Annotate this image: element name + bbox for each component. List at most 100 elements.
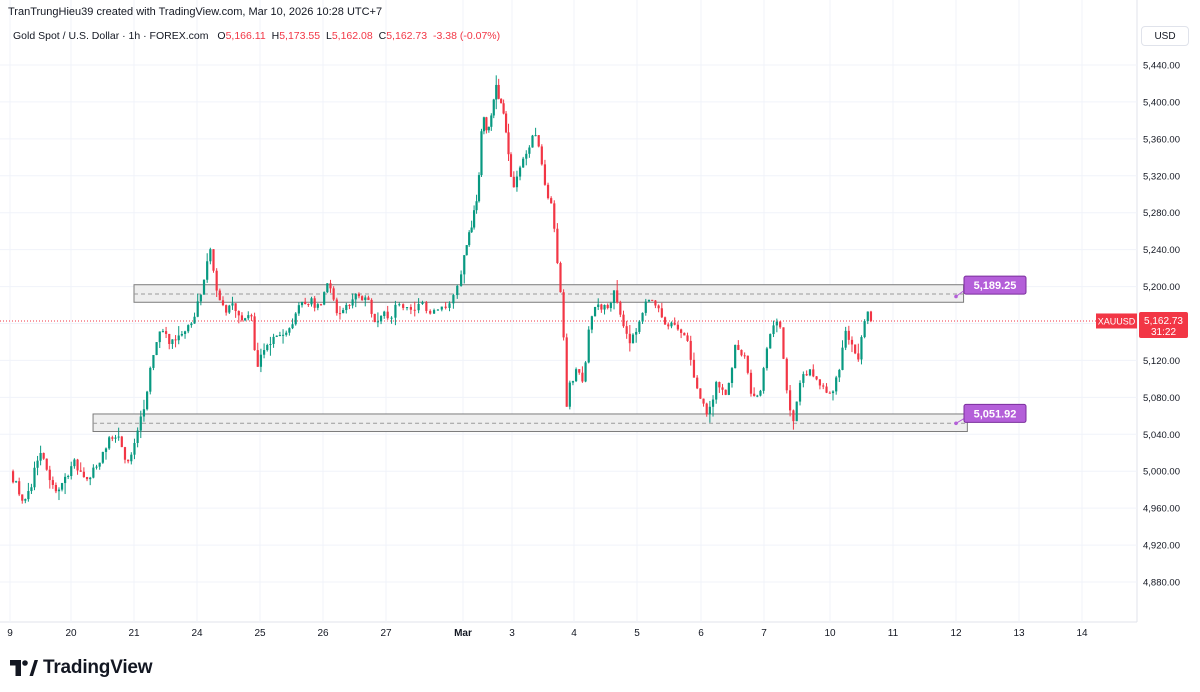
candle-body — [844, 330, 847, 348]
candle-body — [307, 304, 310, 306]
candle-body — [405, 307, 409, 309]
candle-body — [463, 255, 466, 275]
candle-body — [364, 297, 367, 300]
candle-body — [11, 471, 15, 483]
candle-body — [196, 301, 199, 317]
time-axis[interactable]: 9 20 21 24 25 26 27 Mar 3 4 5 6 7 10 11 12 13 14 — [7, 628, 1088, 639]
candle-body — [619, 302, 622, 315]
candle-body — [234, 303, 237, 312]
candle-body — [546, 184, 550, 199]
currency-button[interactable]: USD — [1141, 26, 1189, 46]
candle-body — [101, 451, 104, 463]
symbol-legend: Gold Spot / U.S. Dollar · 1h · FOREX.com… — [13, 30, 500, 42]
candle-body — [297, 305, 300, 314]
candle-body — [183, 331, 187, 334]
candle-body — [543, 164, 547, 185]
high-label: H — [271, 30, 280, 42]
candle-body — [562, 292, 565, 338]
candle-body — [631, 334, 635, 344]
candle-body — [525, 153, 528, 159]
candle-body — [850, 339, 854, 345]
candle-body — [772, 325, 775, 335]
candle-body — [394, 304, 397, 318]
candle-body — [818, 379, 822, 386]
low-value: 5,162.08 — [331, 30, 373, 42]
callout-box — [963, 275, 1027, 295]
candle-body — [158, 331, 161, 343]
candle-body — [841, 347, 844, 370]
candle-body — [568, 382, 571, 407]
candle-body — [351, 299, 354, 306]
candle-body — [581, 372, 584, 382]
candle-body — [528, 147, 531, 154]
candle-body — [266, 345, 269, 351]
candle-body — [802, 374, 805, 383]
candle-body — [48, 469, 51, 481]
candle-body — [805, 374, 808, 376]
candle-body — [835, 377, 838, 392]
candle-body — [531, 135, 534, 148]
candle-body — [45, 458, 48, 470]
candle-body — [571, 381, 575, 383]
candle-body — [130, 454, 133, 462]
candle-body — [215, 270, 218, 291]
candle-body — [702, 398, 705, 404]
candle-body — [348, 304, 351, 306]
candle-body — [187, 325, 190, 332]
candle-body — [495, 84, 498, 100]
candle-body — [168, 333, 171, 344]
candle-body — [676, 324, 679, 330]
candle-body — [177, 335, 180, 341]
price-tick-label: 5,000.00 — [1143, 467, 1180, 478]
candle-body — [436, 309, 440, 311]
candle-body — [456, 285, 459, 296]
candle-body — [625, 326, 628, 334]
candle-body — [275, 335, 278, 337]
grid — [0, 0, 1137, 622]
candle-body — [379, 316, 383, 322]
candle-body — [492, 99, 495, 116]
price-tick-label: 5,320.00 — [1143, 171, 1180, 182]
candle-body — [335, 299, 338, 314]
candle-body — [550, 198, 553, 204]
candle-body — [838, 369, 841, 378]
candle-body — [522, 158, 525, 168]
candle-body — [792, 410, 795, 422]
candle-body — [578, 369, 581, 373]
candle-body — [237, 311, 240, 316]
candle-body — [808, 369, 812, 376]
price-tick-label: 5,240.00 — [1143, 245, 1180, 256]
candle-body — [89, 477, 92, 480]
candle-body — [92, 467, 95, 478]
candle-body — [285, 332, 288, 335]
candle-body — [259, 354, 263, 367]
candle-body — [413, 309, 416, 311]
candle-body — [221, 300, 225, 306]
candle-body — [477, 175, 481, 202]
candle-body — [654, 300, 657, 306]
candle-body — [79, 470, 82, 472]
candle-body — [114, 437, 117, 439]
candle-body — [357, 293, 361, 297]
candle-body — [689, 340, 692, 360]
candle-body — [452, 295, 455, 304]
candle-body — [421, 302, 424, 304]
time-tick-label: 7 — [761, 628, 767, 639]
symbol-tag — [1096, 313, 1137, 329]
candle-body — [857, 353, 860, 360]
tradingview-logo[interactable]: TradingView — [10, 655, 153, 681]
candle-body — [218, 290, 221, 301]
candle-body — [651, 299, 654, 301]
candle-body — [33, 467, 36, 488]
candle-body — [326, 283, 329, 293]
candle-body — [199, 294, 202, 302]
candle-body — [622, 314, 625, 327]
candle-body — [120, 436, 123, 448]
candle-body — [206, 261, 209, 280]
candle-body — [417, 303, 420, 311]
candle-body — [171, 339, 174, 344]
time-tick-label: 25 — [254, 628, 266, 639]
candle-body — [152, 355, 155, 368]
candle-body — [190, 323, 193, 326]
